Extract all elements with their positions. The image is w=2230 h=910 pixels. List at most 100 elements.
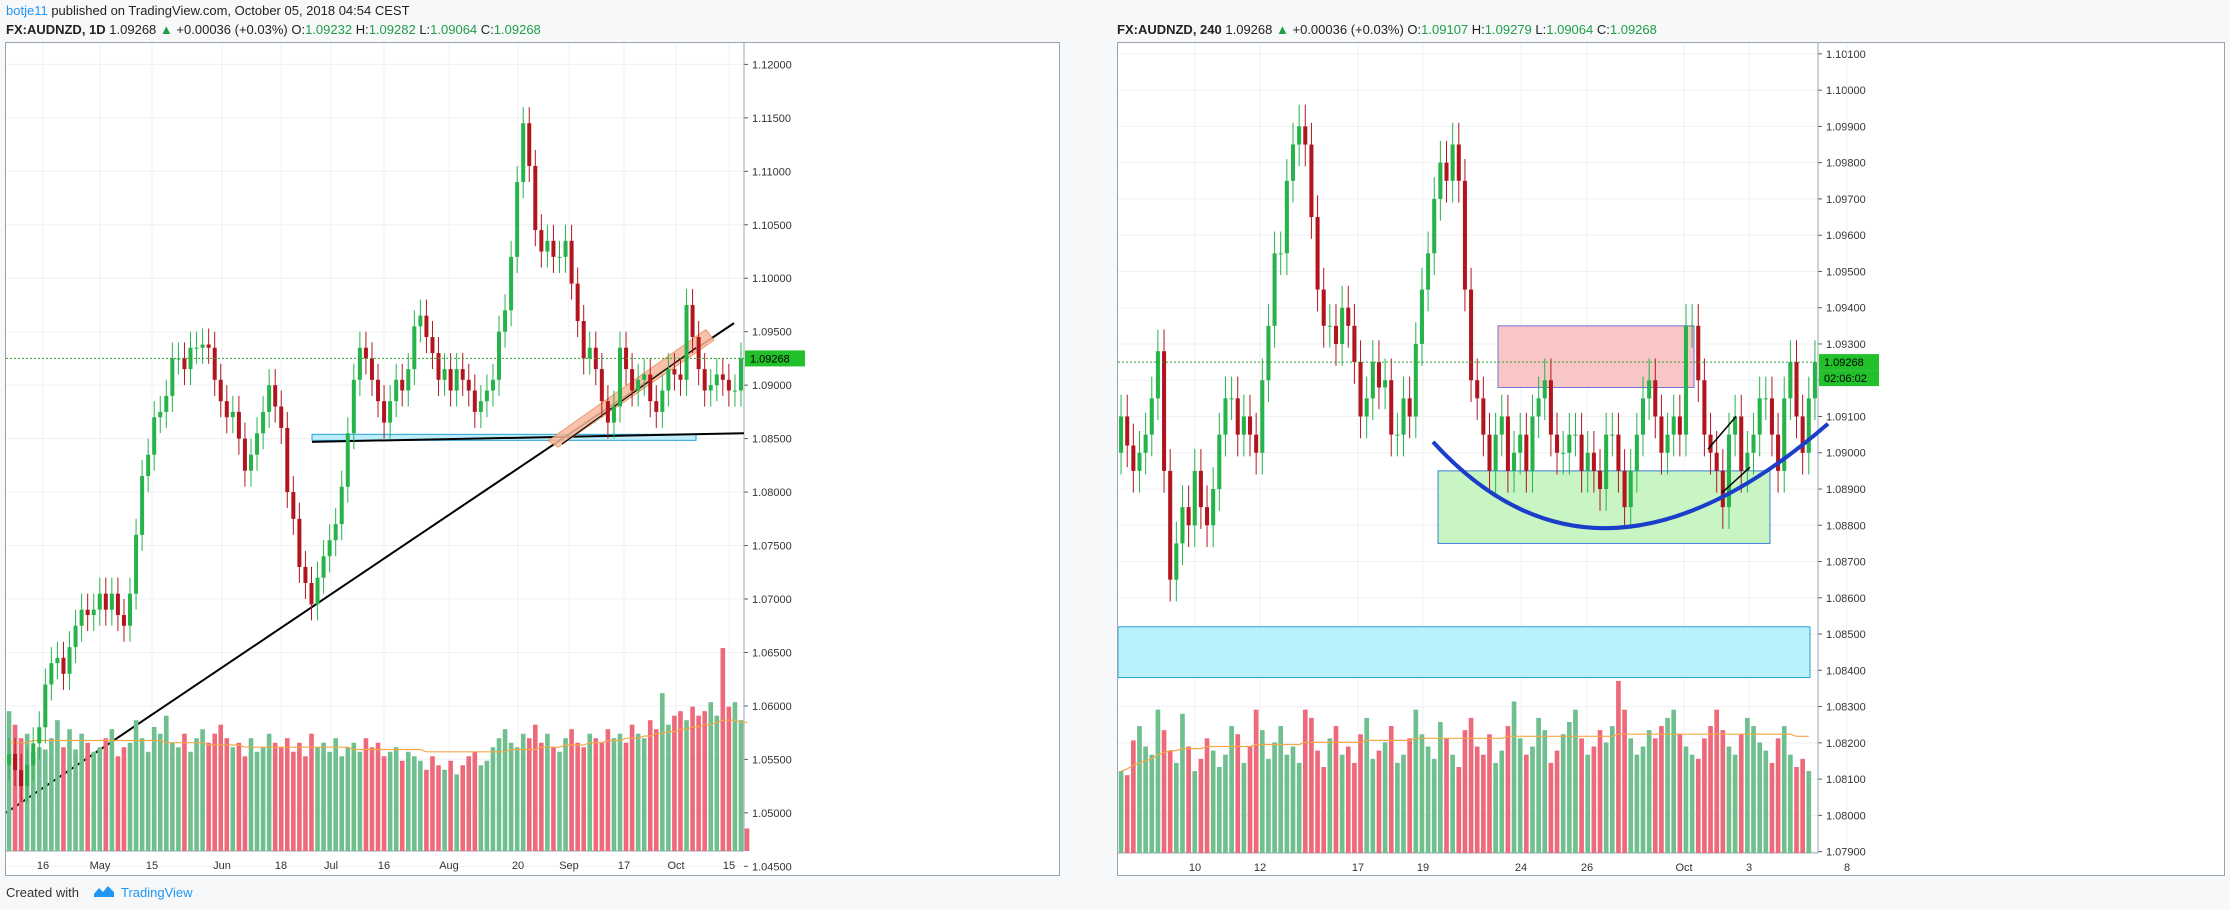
right-candle-body [1573,434,1578,436]
left-candle-body [152,417,157,455]
right-volume-bar [1597,730,1603,853]
left-candle-body [533,165,538,231]
left-x-tick-label-6: 16 [378,860,390,872]
left-volume-bar [720,648,726,851]
left-chart-svg[interactable]: 1.12000 1.11500 1.11000 1.10500 1.10000 1.095… [6,43,1061,877]
right-open: 1.09107 [1421,22,1469,37]
right-candle-body [1647,380,1652,399]
right-y-tick-label-1: 1.10000 [1826,85,1866,97]
left-volume-bar [55,720,60,851]
right-volume-bar [1579,738,1584,853]
left-candle-body [248,454,253,471]
right-volume-bar [1161,730,1167,853]
right-candle-body [1444,162,1449,181]
tradingview-brand[interactable]: TradingView [120,885,193,900]
right-candle-body [1143,434,1148,453]
right-volume-bar [1616,681,1621,853]
left-candle-body [388,401,393,423]
right-y-tick-label-3: 1.09800 [1826,158,1866,170]
left-volume-bar [224,738,230,851]
right-volume-bar [1702,738,1707,853]
right-y-tick-label-15: 1.08600 [1826,593,1866,605]
right-volume-bar [1425,746,1431,853]
left-candle-body [212,347,217,380]
right-candle-body [1640,398,1646,435]
right-volume-bar [1781,726,1787,853]
right-volume-bar [1671,709,1677,853]
left-close: 1.09268 [493,22,541,37]
left-volume-bar [297,742,302,851]
left-candle-body [7,754,12,765]
right-candle-body [1726,434,1731,508]
left-candle-body [497,331,502,380]
left-y-tick-label-2: 1.11000 [752,166,791,178]
right-volume-bar [1284,754,1290,853]
left-volume-bar [79,733,84,851]
left-y-tick-label-5: 1.09500 [752,327,792,339]
right-volume-bar [1726,746,1732,853]
left-candle-body [466,379,471,391]
publisher-user-link[interactable]: botje11 [6,3,48,18]
left-volume-bar [351,742,357,851]
tradingview-logo-icon [93,884,115,901]
left-volume-bar [496,738,502,851]
left-volume-bar [533,724,538,851]
cup-curve [1431,422,1830,531]
right-volume-bar [1499,750,1505,853]
left-y-tick-label-1: 1.11500 [752,113,791,125]
right-candle-body [1352,325,1357,363]
footer: Created with TradingView [6,884,193,901]
right-y-tick-label-0: 1.10100 [1826,49,1866,61]
left-volume-bar [672,715,677,851]
right-candle-body [1690,325,1695,327]
right-volume-bar [1180,713,1185,853]
left-volume-bar [684,720,689,851]
right-volume-ma-line [1120,733,1809,772]
left-volume-bar [254,751,260,851]
right-chart-svg[interactable]: 1.10100 1.10000 1.09900 1.09800 1.09700 1.096… [1118,43,2226,877]
left-volume-bar [393,747,399,851]
left-volume-bar [170,742,175,851]
left-volume-bar [418,760,423,851]
right-volume-bar [1708,726,1713,853]
right-candle-body [1524,434,1529,471]
right-candle-body [1303,126,1308,145]
right-candle-body [1671,416,1676,435]
left-y-tick-label-4: 1.10000 [752,273,792,285]
left-volume-bar [436,765,441,851]
right-volume-bar [1738,734,1744,853]
right-volume-bar [1259,730,1265,853]
right-candle-body [1751,434,1756,453]
right-x-tick-label-0: 10 [1189,862,1201,874]
right-candle-body [1733,416,1738,435]
left-volume-bar [617,733,623,851]
left-volume-bar [303,756,308,851]
right-chart-panel[interactable]: 1.10100 1.10000 1.09900 1.09800 1.09700 1.096… [1117,42,2225,876]
left-candle-body [333,524,338,541]
right-countdown-badge [1819,370,1879,387]
right-volume-bar [1266,758,1271,853]
left-y-tick-label-15: 1.04500 [752,861,792,873]
left-candle-body [660,390,665,412]
left-candle-body [121,615,126,626]
left-volume-bar [557,751,562,851]
right-candle-body [1806,398,1811,453]
left-volume-bar [194,738,199,851]
right-candle-body [1370,362,1375,399]
left-candle-body [49,663,54,685]
flag-line-lower [1721,466,1751,494]
left-volume-bar [430,756,435,851]
right-y-tick-label-22: 1.07900 [1826,847,1866,859]
right-candle-body [1634,434,1639,471]
left-chart-header: FX:AUDNZD, 1D 1.09268 ▲ +0.00036 (+0.03%… [6,22,541,37]
left-volume-bar [551,747,556,851]
left-open: 1.09232 [305,22,353,37]
left-chart-panel[interactable]: 1.12000 1.11500 1.11000 1.10500 1.10000 1.095… [5,42,1060,876]
right-volume-bar [1628,738,1634,853]
right-candle-body [1247,416,1253,435]
left-volume-bar [36,747,42,851]
left-volume-bar [67,729,72,851]
left-volume-bar [466,756,472,851]
left-volume-bar [333,738,338,851]
left-candle-body [19,770,24,787]
